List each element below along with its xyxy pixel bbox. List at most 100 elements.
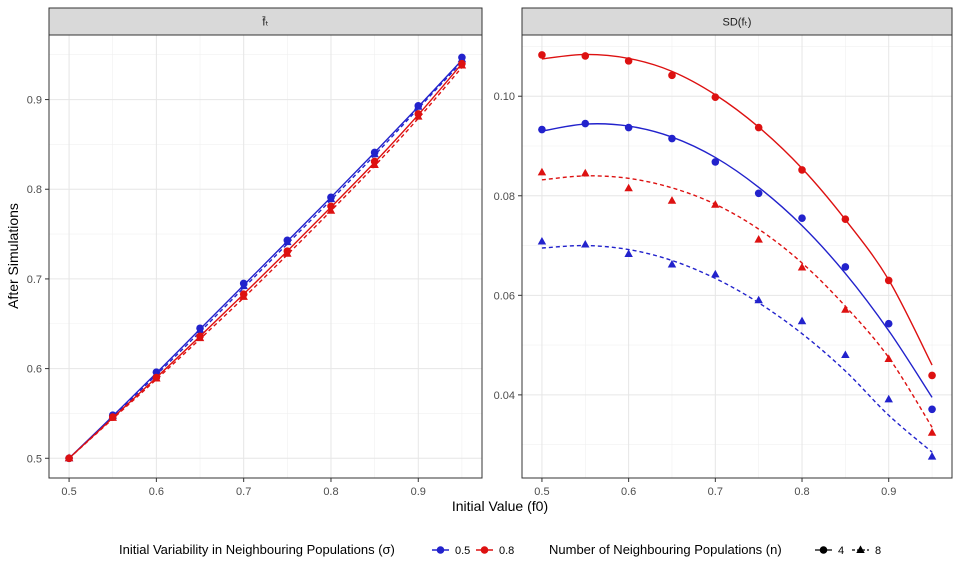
data-point [108,413,117,421]
x-axis-title: Initial Value (f0) [452,498,548,514]
data-point [370,149,379,158]
data-point [538,125,546,134]
panel-2: SD(fₜ) 0.5 0.6 0.7 0.8 0.9 0.04 0.06 0.08 0.10 [494,7,953,498]
x-tick-label: 0.8 [794,486,809,498]
data-point [283,237,292,246]
x-tick-label: 0.5 [534,486,549,498]
y-tick-label: 0.8 [27,184,42,196]
data-point [581,239,590,248]
data-point [711,158,720,166]
x-tick-label: 0.7 [236,486,251,498]
data-point [538,51,546,59]
data-point [195,325,205,334]
data-point [798,166,806,174]
y-tick-label: 0.08 [494,191,515,203]
data-point [667,196,677,204]
data-point [884,276,893,285]
x-tick-label: 0.7 [708,486,723,498]
data-point [798,214,806,222]
data-point [537,167,547,176]
series-line-sigma-08-n8 [68,66,463,459]
legend-color-label: 0.5 [455,545,470,557]
data-point [581,119,590,128]
series-layer [64,53,467,463]
data-point [239,292,248,300]
y-tick-label: 0.7 [27,274,42,286]
data-point [457,60,467,69]
x-tick-label: 0.8 [323,486,338,498]
legend-key-point [436,546,445,554]
data-point [326,206,336,214]
facet-strip-label: f̄ₜ [262,16,269,29]
data-point [711,200,720,208]
series-line-sigma-08-n4 [541,53,933,366]
y-tick-label: 0.04 [494,390,515,402]
data-point [624,57,633,65]
y-tick-label: 0.5 [27,453,42,465]
data-point [841,305,850,313]
legend-key-point [856,545,865,553]
data-point [624,123,633,132]
data-point [414,112,423,120]
y-tick-label: 0.10 [494,91,515,103]
series-line-sigma-05-n4 [541,123,933,398]
data-point [624,249,633,258]
data-point [927,451,937,460]
series-layer [537,51,937,460]
panel-background [522,35,952,478]
x-tick-label: 0.6 [621,486,636,498]
data-point [195,333,205,342]
series-line-sigma-08-n8 [541,175,933,428]
facet-strip-label: SD(fₜ) [723,17,752,29]
y-tick-label: 0.6 [27,364,42,376]
data-point [711,93,720,102]
y-tick-label: 0.06 [494,290,515,302]
x-tick-label: 0.6 [149,486,164,498]
data-point [884,394,893,403]
legend-shape-label: 8 [875,545,881,557]
panel-border [48,34,483,479]
series-line-sigma-05-n8 [541,244,933,453]
data-point [841,263,850,271]
x-tick-label: 0.9 [881,486,896,498]
x-tick-label: 0.9 [411,486,426,498]
series-line-sigma-05-n8 [68,61,463,459]
data-point [152,373,161,382]
panel-1: f̄ₜ 0.5 0.6 0.7 0.8 0.9 0.5 0.6 0.7 0.8 0.9 [27,7,483,498]
data-point [239,281,248,290]
panel-background [49,35,482,478]
y-tick-label: 0.9 [27,95,42,107]
data-point [624,183,633,192]
data-point [884,319,893,328]
data-point [927,428,937,436]
data-point [928,371,936,380]
legend-key-point [819,546,828,554]
legend-key-point [480,546,489,554]
data-point [581,52,590,60]
data-point [754,234,763,243]
data-point [326,194,336,203]
data-point [754,295,763,304]
series-line-sigma-08-n4 [68,63,463,459]
data-point [283,249,292,257]
series-line-sigma-05-n4 [68,59,463,459]
facet-strip [521,7,953,36]
y-axis-title: After Simulations [5,203,21,309]
data-point [841,215,850,223]
data-point [797,262,807,271]
data-point [884,354,893,363]
data-point [414,102,423,110]
data-point [711,269,720,278]
panel-border [521,34,953,479]
legend-shape-label: 4 [838,545,844,557]
data-point [537,236,547,245]
data-point [928,405,936,414]
data-point [64,453,74,462]
data-point [668,71,676,80]
data-point [841,350,850,359]
legend-shape-title: Number of Neighbouring Populations (n) [549,542,782,557]
x-tick-label: 0.5 [61,486,76,498]
data-point [754,189,763,198]
